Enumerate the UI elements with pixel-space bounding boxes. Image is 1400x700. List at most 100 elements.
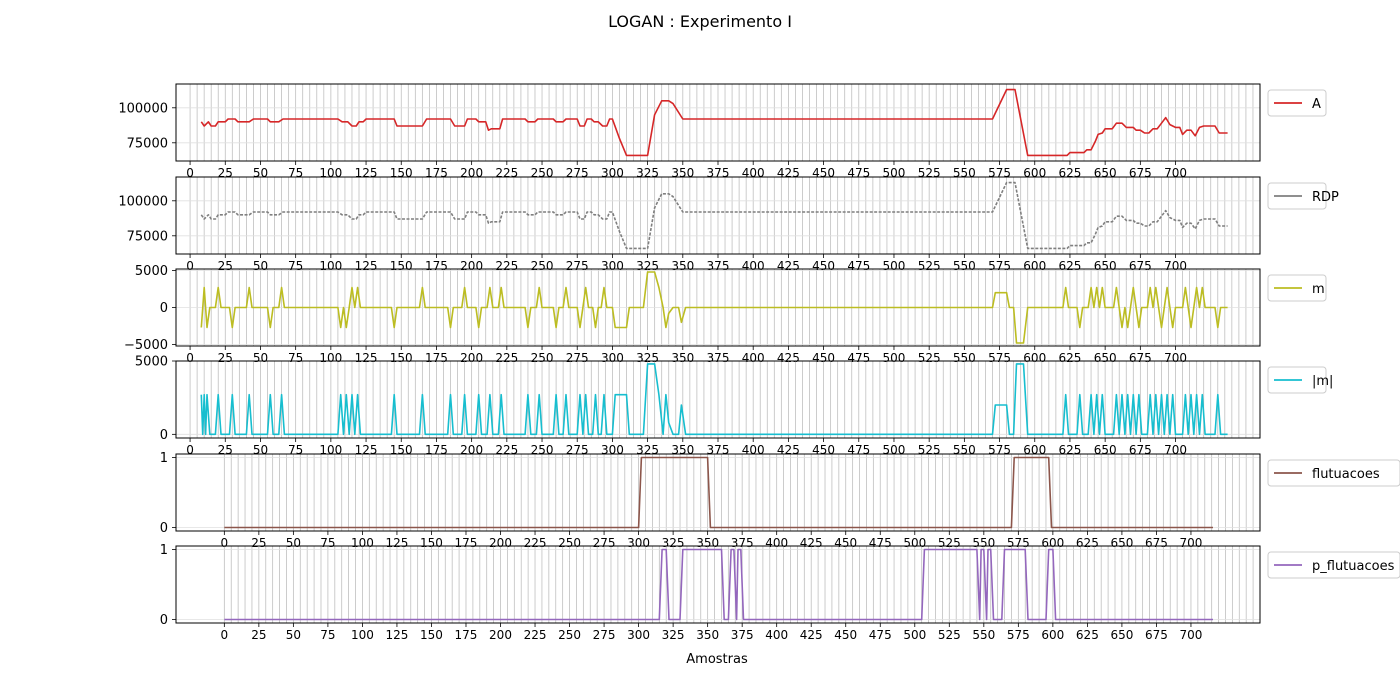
x-tick-label: 0 [221,536,229,550]
series-line-m [200,271,1228,344]
x-tick-label: 450 [834,628,857,642]
x-axis-label: Amostras [686,652,748,667]
legend: A [1267,89,1327,117]
x-tick-label: 350 [671,443,694,457]
y-tick-label: 0 [160,428,168,443]
figure-title: LOGAN : Experimento I [608,12,792,31]
legend-label: |m| [1312,374,1333,389]
x-tick-label: 400 [765,628,788,642]
x-tick-label: 500 [903,628,926,642]
x-tick-label: 125 [355,443,378,457]
series-line-flutuacoes [224,456,1213,529]
x-tick-label: 525 [938,628,961,642]
x-tick-label: 175 [425,443,448,457]
x-tick-label: 0 [186,166,194,180]
x-tick-label: 0 [186,259,194,273]
y-tick-label: −5000 [124,338,168,353]
x-tick-label: 0 [186,443,194,457]
x-grid [189,177,1261,254]
x-tick-label: 400 [742,443,765,457]
x-tick-label: 200 [489,628,512,642]
x-tick-label: 25 [218,443,233,457]
subplot-4: 0 25 50 75 100 125 150 175 200 225 250 275 300 325 350… [135,355,1334,458]
x-tick-label: 250 [558,628,581,642]
x-tick-label: 425 [777,443,800,457]
x-tick-label: 350 [696,628,719,642]
x-tick-label: 575 [1007,628,1030,642]
legend: RDP [1267,182,1339,210]
series-line-A [200,88,1228,157]
x-tick-label: 550 [972,628,995,642]
x-tick-label: 525 [918,443,941,457]
y-tick-label: 1 [160,543,168,558]
x-tick-label: 125 [385,628,408,642]
x-tick-label: 375 [707,443,730,457]
series-line-RDP [200,181,1228,250]
x-tick-label: 700 [1180,628,1203,642]
x-tick-label: 150 [390,443,413,457]
x-tick-label: 275 [593,628,616,642]
legend-label: m [1312,282,1325,297]
y-tick-label: 0 [160,613,168,628]
legend-label: flutuacoes [1312,467,1380,482]
x-tick-label: 100 [319,443,342,457]
y-tick-label: 100000 [118,101,168,116]
x-tick-label: 375 [731,628,754,642]
legend: m [1267,274,1327,302]
legend: flutuacoes [1267,459,1400,487]
series-line-m [200,363,1228,436]
x-tick-label: 0 [186,351,194,365]
x-tick-label: 25 [251,628,266,642]
y-tick-label: 75000 [127,229,168,244]
x-tick-label: 700 [1164,443,1187,457]
x-tick-label: 150 [420,628,443,642]
y-tick-label: 0 [160,301,168,316]
x-tick-label: 600 [1041,628,1064,642]
x-tick-label: 675 [1145,628,1168,642]
x-tick-label: 600 [1023,443,1046,457]
x-tick-label: 300 [627,628,650,642]
x-tick-label: 75 [288,443,303,457]
x-tick-label: 325 [636,443,659,457]
subplot-2: 0 25 50 75 100 125 150 175 200 225 250 275 300 325 350… [118,176,1339,273]
subplot-1: 0 25 50 75 100 125 150 175 200 225 250 275 300 325 350… [118,83,1327,180]
axes-frame [175,360,1261,439]
x-tick-label: 625 [1076,628,1099,642]
x-tick-label: 625 [1058,443,1081,457]
legend: p_flutuacoes [1267,551,1400,579]
y-tick-label: 100000 [118,194,168,209]
subplot-6: 0 25 50 75 100 125 150 175 200 225 250 275 300 325 350… [160,543,1400,642]
axes-frame [175,453,1261,532]
legend-box [1267,459,1400,487]
axes-frame [175,176,1261,255]
x-grid [223,546,1261,623]
legend: |m| [1267,366,1333,394]
x-tick-label: 0 [221,628,229,642]
x-tick-label: 75 [320,628,335,642]
subplot-3: 0 25 50 75 100 125 150 175 200 225 250 275 300 325 350… [124,264,1327,365]
x-grid [189,361,1261,438]
subplot-5: 0 25 50 75 100 125 150 175 200 225 250 275 300 325 350… [160,451,1400,550]
x-tick-label: 175 [455,628,478,642]
x-tick-label: 425 [800,628,823,642]
subplot-stack: 0 25 50 75 100 125 150 175 200 225 250 275 300 325 350… [118,83,1400,642]
x-tick-label: 650 [1110,628,1133,642]
legend-label: p_flutuacoes [1312,559,1395,574]
axes-frame [175,83,1261,162]
legend-box [1267,551,1400,579]
x-tick-label: 325 [662,628,685,642]
y-tick-label: 1 [160,451,168,466]
x-tick-label: 100 [351,628,374,642]
x-tick-label: 50 [286,628,301,642]
x-tick-label: 225 [495,443,518,457]
x-grid [189,84,1261,161]
y-tick-label: 5000 [135,264,168,279]
x-tick-label: 675 [1129,443,1152,457]
legend-label: A [1312,97,1321,112]
axes-frame [175,268,1261,347]
axes-frame [175,545,1261,624]
series-line-p_flutuacoes [224,548,1213,621]
y-tick-label: 75000 [127,136,168,151]
y-tick-label: 0 [160,521,168,536]
x-tick-label: 475 [869,628,892,642]
